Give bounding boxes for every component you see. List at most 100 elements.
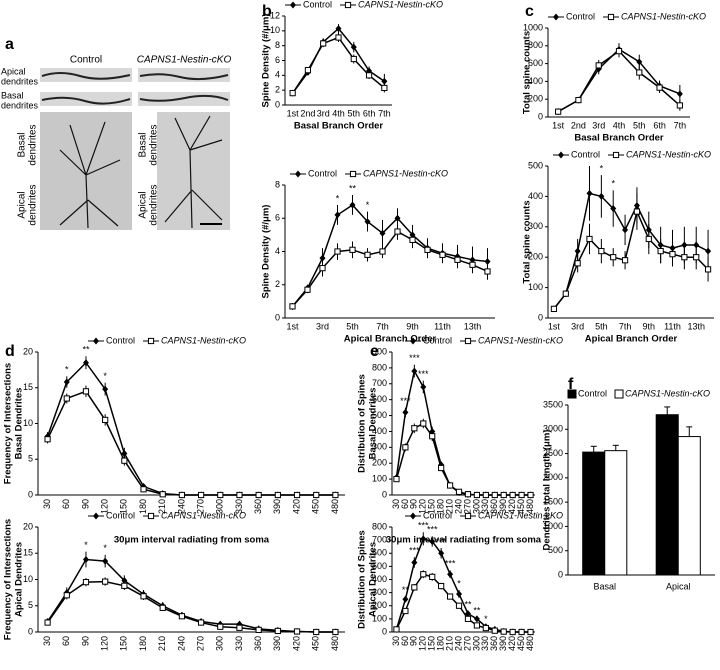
x-tick-label: 3rd	[571, 321, 584, 331]
marker	[553, 13, 559, 21]
y-tick-label: 8	[275, 179, 280, 189]
marker	[705, 247, 712, 255]
x-tick-label: 3rd	[316, 321, 329, 331]
marker	[439, 251, 446, 258]
marker	[102, 385, 109, 393]
y-tick-label: 2	[275, 85, 280, 95]
y-tick-label: 12	[270, 10, 280, 20]
y-tick-label: 6	[275, 213, 280, 223]
x-tick-label: 90	[80, 636, 90, 646]
x-tick-label: 1st	[552, 120, 565, 130]
significance: *	[103, 371, 107, 381]
x-tick-label: 9th	[406, 321, 419, 331]
significance: ***	[409, 546, 420, 556]
marker	[622, 226, 629, 234]
marker	[424, 246, 431, 253]
marker	[63, 592, 70, 599]
y-axis-label: Total spine counts	[522, 200, 533, 283]
significance: *	[600, 163, 604, 173]
marker	[304, 67, 312, 74]
y-tick-label: 3500	[543, 399, 563, 409]
x-tick-label: 11th	[664, 321, 681, 331]
marker	[645, 235, 652, 243]
significance: ***	[400, 396, 411, 406]
marker	[612, 151, 620, 159]
x-tick-label: 60	[400, 499, 410, 509]
x-tick-label: 5th	[346, 321, 359, 331]
x-tick-label: 240	[453, 636, 463, 651]
y-tick-label: 400	[528, 76, 543, 86]
marker	[636, 58, 643, 66]
x-tick-label: 5th	[348, 108, 361, 118]
marker	[509, 628, 516, 636]
x-tick-label: 4th	[332, 108, 345, 118]
x-tick-label: 30	[391, 636, 401, 646]
marker	[469, 261, 476, 268]
marker	[159, 491, 166, 498]
y-tick-label: 400	[372, 426, 387, 436]
marker	[420, 535, 427, 543]
marker	[82, 388, 90, 395]
x-tick-label: 9th	[643, 321, 656, 331]
y-tick-label: 0	[275, 312, 280, 322]
significance: ***	[418, 521, 429, 531]
marker	[473, 615, 480, 623]
marker	[464, 337, 472, 345]
y-tick-label: 300	[372, 442, 387, 452]
panel-label: c	[525, 3, 534, 20]
legend-label: Control	[303, 0, 332, 9]
significance: **	[349, 183, 357, 193]
marker	[484, 257, 491, 265]
y-tick-label: 100	[372, 473, 387, 483]
marker	[704, 266, 712, 273]
marker	[93, 512, 99, 520]
x-tick-label: 270	[462, 499, 472, 514]
y-tick-label: 0	[28, 626, 33, 636]
marker	[473, 622, 481, 629]
x-tick-label: 240	[176, 499, 186, 514]
significance: *	[65, 365, 69, 375]
marker	[402, 408, 409, 416]
marker	[409, 236, 416, 243]
y-tick-label: 200	[372, 600, 387, 610]
y-axis-label: Basal Dendrites	[14, 388, 25, 460]
x-tick-label: 360	[253, 499, 263, 514]
significance: ***	[445, 559, 456, 569]
x-tick-label: 210	[157, 636, 167, 651]
marker	[621, 257, 629, 264]
x-tick-label: 450	[311, 499, 321, 514]
marker	[102, 557, 109, 565]
marker	[102, 578, 109, 585]
x-tick-label: 210	[444, 499, 454, 514]
x-tick-label: 300	[215, 636, 225, 651]
dendrite	[139, 94, 229, 102]
x-tick-label: 450	[516, 499, 526, 514]
x-axis-label: 30μm interval radiating from soma	[386, 535, 542, 546]
side-label: Apical	[17, 191, 28, 218]
marker	[334, 248, 341, 255]
y-axis-label: Total spine counts	[522, 31, 533, 114]
x-axis-label: Basal Branch Order	[574, 133, 664, 144]
x-axis-label: Apical Branch Order	[344, 334, 437, 345]
significance: *	[484, 614, 488, 624]
significance: *	[103, 543, 107, 553]
x-tick-label: 390	[272, 499, 282, 514]
marker	[410, 512, 416, 520]
side-label: Apical	[138, 191, 149, 218]
panel-label: d	[5, 343, 15, 360]
marker	[349, 201, 356, 209]
y-axis-label: Spine Density (#/μm)	[261, 205, 272, 299]
marker	[159, 604, 166, 611]
x-tick-label: 180	[138, 636, 148, 651]
marker	[598, 192, 605, 200]
significance: ***	[409, 353, 420, 363]
significance: *	[611, 179, 615, 189]
legend-swatch	[614, 389, 624, 399]
marker	[693, 254, 700, 261]
marker	[410, 337, 416, 345]
side-label: dendrites	[149, 124, 160, 165]
marker	[121, 577, 128, 585]
marker	[482, 624, 489, 632]
marker	[313, 628, 320, 636]
x-tick-label: Basal	[593, 581, 616, 591]
